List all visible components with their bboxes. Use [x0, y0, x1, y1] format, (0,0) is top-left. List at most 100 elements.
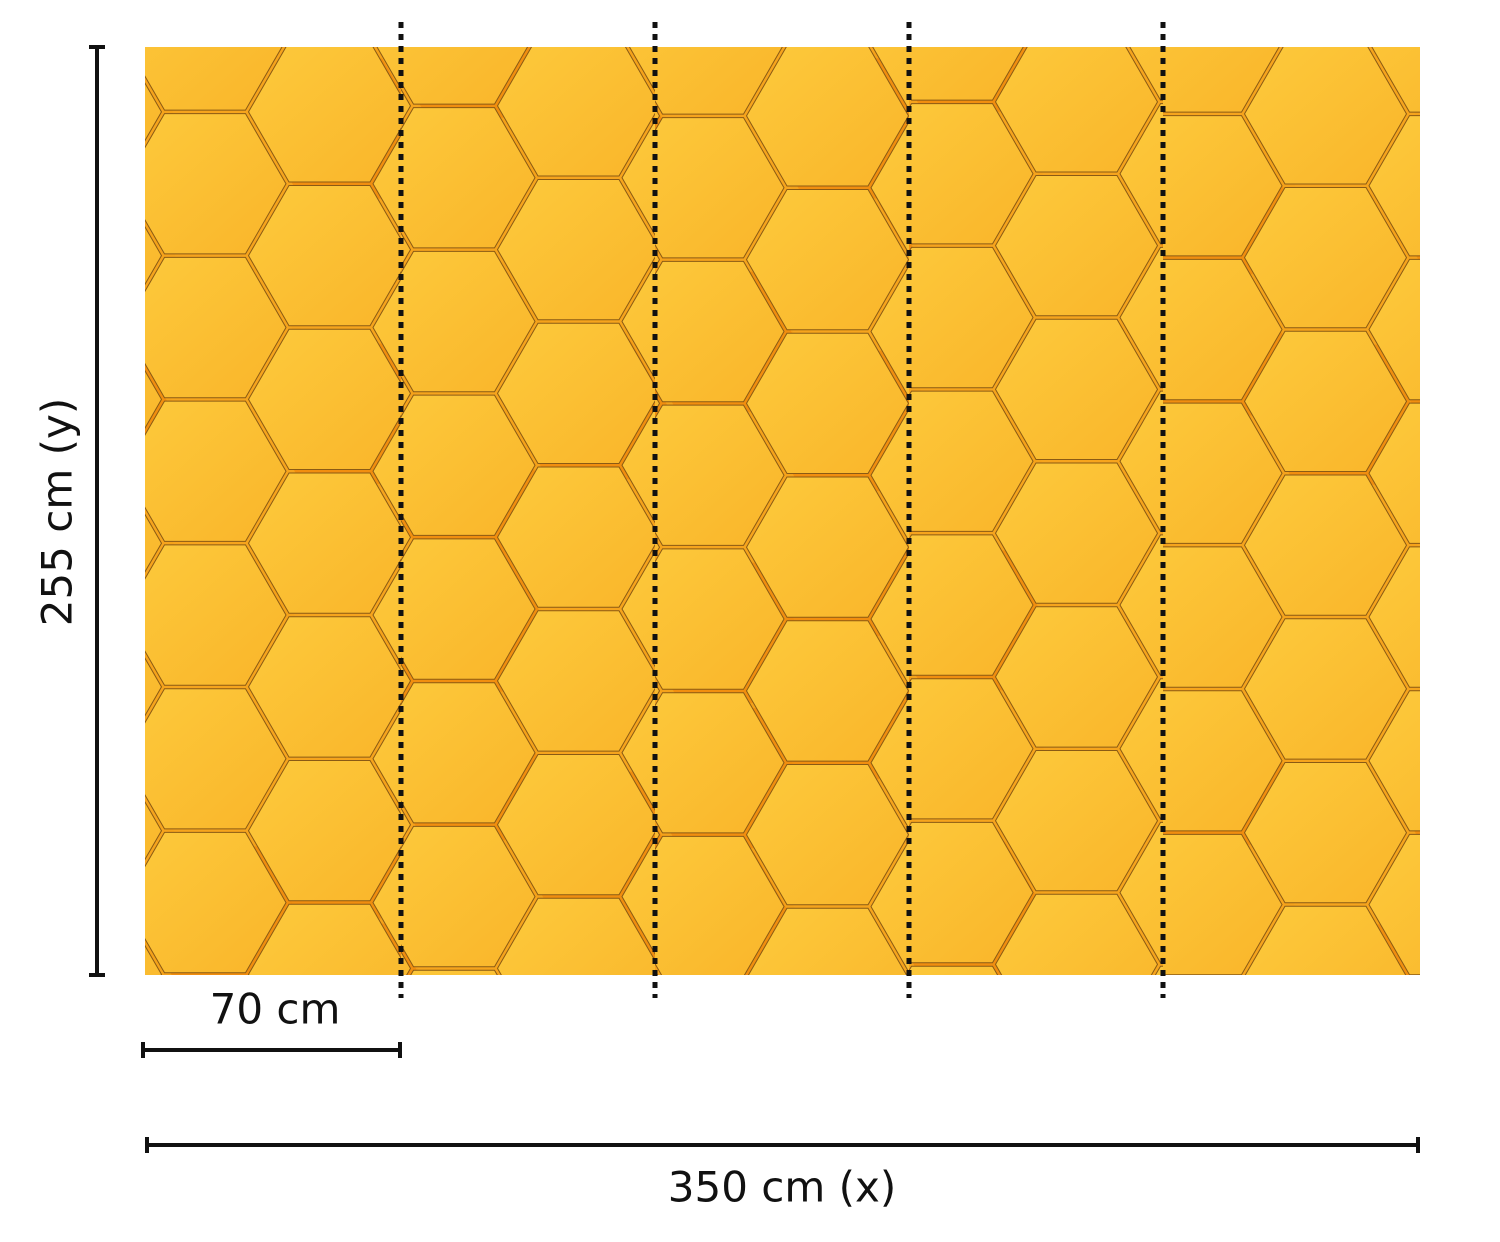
- hexagon-tile: [249, 0, 411, 38]
- hexagon-tile: [498, 0, 660, 38]
- hexagon-tile: [1494, 898, 1500, 1038]
- hexagon-tile: [1369, 980, 1500, 1120]
- hexagon-tile: [1245, 0, 1407, 38]
- hexagon-tile: [996, 0, 1158, 42]
- hexagon-tile: [373, 966, 535, 1106]
- hexagon-shadow: [385, 999, 547, 1139]
- hexagon-tile: [1494, 619, 1500, 759]
- hexagon-tile: [1494, 323, 1500, 463]
- hexagon-shadow: [1259, 1064, 1421, 1204]
- hexagon-tile: [0, 0, 162, 38]
- hexagon-shadow: [887, 978, 1049, 1118]
- hexagon-shadow: [758, 0, 920, 39]
- hexagon-tile: [996, 1050, 1158, 1190]
- hexagon-tile: [1494, 475, 1500, 615]
- hexagon-tile: [249, 0, 411, 42]
- hexagon-shadow: [260, 0, 422, 38]
- hexagon-tile: [1494, 0, 1500, 38]
- hexagon-shadow: [391, 991, 553, 1131]
- hexagon-tile: [0, 906, 162, 1046]
- hexagon-tile: [1494, 477, 1500, 617]
- hexagon-tile: [1494, 42, 1500, 182]
- hexagon-tile: [0, 763, 162, 903]
- hexagon-tile: [1494, 0, 1500, 28]
- hexagon-tile: [622, 980, 784, 1120]
- hexagon-shadow: [382, 980, 544, 1120]
- hexagon-shadow: [12, 1055, 174, 1195]
- hexagon-tile: [1494, 1052, 1500, 1192]
- hexagon-tile: [1494, 763, 1500, 903]
- hexagon-tile: [498, 0, 660, 40]
- hexagon-tile: [0, 176, 162, 316]
- hexagon-tile: [1494, 765, 1500, 905]
- hexagon-tile: [1245, 0, 1407, 32]
- hexagon-tile: [1245, 1052, 1407, 1192]
- hexagon-tile: [1494, 473, 1500, 613]
- hexagon-tile: [249, 1042, 411, 1182]
- hexagon-tile: [498, 1038, 660, 1178]
- hexagon-tile: [0, 1038, 162, 1178]
- hexagon-shadow: [1255, 0, 1417, 40]
- panel-width-label: 70 cm: [210, 985, 341, 1034]
- hexagon-shadow: [17, 0, 179, 48]
- hexagon-tile: [0, 46, 162, 186]
- hexagon-tile: [498, 0, 660, 28]
- hexagon-shadow: [1378, 983, 1500, 1123]
- hexagon-shadow: [258, 1049, 420, 1189]
- hexagon-tile: [0, 761, 162, 901]
- hexagon-tile: [249, 1038, 411, 1178]
- hexagon-tile: [373, 976, 535, 1116]
- hexagon-tile: [1494, 906, 1500, 1046]
- hexagon-shadow: [886, 990, 1048, 1130]
- hexagon-tile: [1494, 467, 1500, 607]
- hexagon-tile: [747, 0, 909, 42]
- hexagon-tile: [1494, 611, 1500, 751]
- hexagon-tile: [0, 190, 162, 330]
- hexagon-tile: [1245, 0, 1407, 42]
- hexagon-tile: [1494, 607, 1500, 747]
- hexagon-tile: [622, 966, 784, 1106]
- hexagon-tile: [1494, 463, 1500, 603]
- hexagon-shadow: [888, 992, 1050, 1132]
- hexagon-tile: [0, 904, 162, 1044]
- hexagon-shadow: [1136, 984, 1298, 1124]
- hexagon-tile: [0, 619, 162, 759]
- hexagon-tile: [747, 0, 909, 40]
- hexagon-tile: [1494, 46, 1500, 186]
- hexagon-tile: [249, 0, 411, 32]
- hexagon-shadow: [264, 1065, 426, 1205]
- hexagon-tile: [747, 0, 909, 32]
- hexagon-tile: [0, 1052, 162, 1192]
- hexagon-tile: [1494, 176, 1500, 316]
- hexagon-tile: [1120, 978, 1282, 1118]
- hexagon-tile: [0, 611, 162, 751]
- hexagon-tile: [1494, 908, 1500, 1048]
- hexagon-tile: [1245, 1048, 1407, 1188]
- hexagon-tile: [1245, 1038, 1407, 1178]
- hexagon-shadow: [1382, 989, 1500, 1129]
- height-label: 255 cm (y): [33, 398, 82, 627]
- hexagon-tile: [622, 978, 784, 1118]
- hexagon-shadow: [632, 994, 794, 1134]
- hexagon-shadow: [885, 987, 1047, 1127]
- hexagon-shadow: [1013, 1053, 1175, 1193]
- hexagon-shadow: [512, 1059, 674, 1199]
- hexagon-tile: [0, 1048, 162, 1188]
- hexagon-shadow: [1012, 0, 1174, 50]
- hexagon-tile: [996, 0, 1158, 38]
- hexagon-tile: [1494, 319, 1500, 459]
- hexagon-shadow: [1261, 1068, 1423, 1208]
- hexagon-shadow: [1384, 991, 1500, 1131]
- hexagon-shadow: [16, 0, 178, 42]
- hexagon-tile: [0, 186, 162, 326]
- hexagon-tile: [1494, 0, 1500, 40]
- hexagon-tile: [996, 1052, 1158, 1192]
- hexagon-tile: [996, 1048, 1158, 1188]
- hexagon-shadow: [1260, 1067, 1422, 1207]
- hexagon-tile: [1120, 966, 1282, 1106]
- hexagon-tile: [249, 0, 411, 40]
- hexagon-tile: [0, 908, 162, 1048]
- width-dimension-line: [147, 1137, 1418, 1153]
- hexagon-shadow: [1008, 1053, 1170, 1193]
- hexagon-shadow: [263, 1071, 425, 1211]
